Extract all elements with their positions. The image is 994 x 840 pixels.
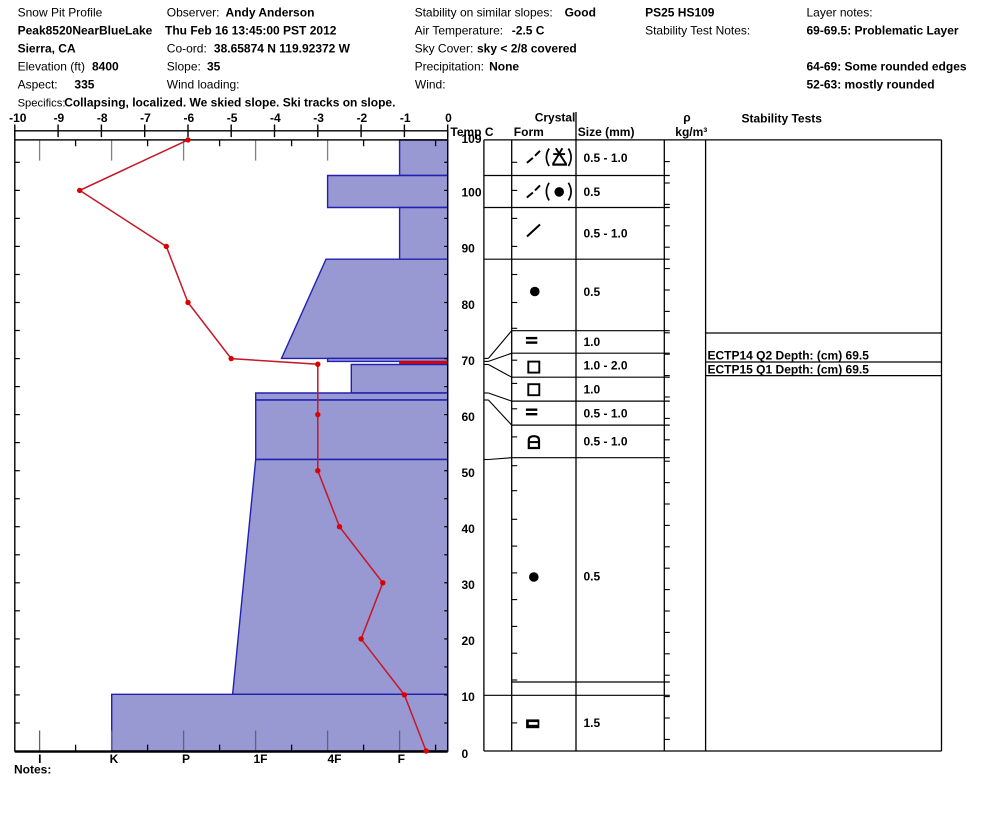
svg-text:Stability Test Notes:: Stability Test Notes: [645,24,750,38]
svg-text:0: 0 [445,111,452,125]
svg-text:90: 90 [462,242,476,256]
svg-text:-8: -8 [97,111,108,125]
svg-text:1.0: 1.0 [584,382,601,396]
svg-text:109: 109 [462,132,482,146]
svg-text:Wind loading:: Wind loading: [167,78,240,92]
svg-text:-2: -2 [357,111,368,125]
svg-text:70: 70 [462,354,476,368]
svg-text:1.5: 1.5 [584,716,601,730]
svg-text:40: 40 [462,522,476,536]
svg-text:0.5 - 1.0: 0.5 - 1.0 [584,406,628,420]
svg-text:-9: -9 [54,111,65,125]
svg-text:10: 10 [462,690,476,704]
svg-text:Aspect:335: Aspect: 335 [18,78,95,92]
svg-text:Stability on similar slopes:Go: Stability on similar slopes: Good [415,6,596,20]
svg-text:0: 0 [462,747,469,761]
svg-text:Size (mm): Size (mm) [578,125,635,139]
svg-text:PS25 HS109: PS25 HS109 [645,6,715,20]
svg-text:69-69.5: Problematic Layer: 69-69.5: Problematic Layer [807,24,959,38]
svg-text:Layer notes:: Layer notes: [807,6,873,20]
svg-text:Crystal: Crystal [535,111,576,125]
svg-text:0.5: 0.5 [584,569,601,583]
svg-text:I: I [38,752,41,766]
svg-text:Co-ord:38.65874 N 119.92372 W: Co-ord: 38.65874 N 119.92372 W [167,42,351,56]
svg-text:Peak8520NearBlueLake: Peak8520NearBlueLake [18,24,153,38]
svg-text:-5: -5 [227,111,238,125]
svg-text:1.0: 1.0 [584,335,601,349]
svg-text:-3: -3 [313,111,324,125]
svg-text:ρ: ρ [683,111,690,125]
svg-text:Observer:Andy Anderson: Observer: Andy Anderson [167,6,315,20]
svg-text:Thu Feb 16 13:45:00 PST 2012: Thu Feb 16 13:45:00 PST 2012 [165,24,337,38]
svg-text:-4: -4 [270,111,281,125]
svg-text:Precipitation:None: Precipitation: None [415,60,520,74]
svg-text:-7: -7 [140,111,151,125]
svg-text:100: 100 [462,186,482,200]
svg-text:52-63: mostly rounded: 52-63: mostly rounded [807,78,935,92]
svg-text:kg/m³: kg/m³ [675,125,707,139]
svg-text:Stability Tests: Stability Tests [741,112,822,126]
svg-text:Wind:: Wind: [415,78,446,92]
svg-text:Notes:: Notes: [14,763,51,777]
svg-text:K: K [110,752,119,766]
svg-text:ECTP14 Q2 Depth: (cm) 69.5: ECTP14 Q2 Depth: (cm) 69.5 [708,349,870,363]
svg-text:F: F [398,752,405,766]
svg-text:Temp C: Temp C [450,125,493,139]
svg-text:1.0 - 2.0: 1.0 - 2.0 [584,358,628,372]
svg-text:60: 60 [462,410,476,424]
svg-text:Elevation (ft)8400: Elevation (ft) 8400 [18,60,119,74]
svg-text:Form: Form [514,125,544,139]
svg-text:64-69: Some rounded edges: 64-69: Some rounded edges [807,60,967,74]
svg-text:0.5 - 1.0: 0.5 - 1.0 [584,227,628,241]
svg-text:0.5: 0.5 [584,185,601,199]
svg-text:1F: 1F [253,752,267,766]
svg-text:Sierra, CA: Sierra, CA [18,42,76,56]
svg-text:0.5: 0.5 [584,285,601,299]
svg-text:Sky Cover:sky < 2/8 covered: Sky Cover: sky < 2/8 covered [415,42,577,56]
svg-text:Slope:35: Slope: 35 [167,60,221,74]
svg-text:-6: -6 [183,111,194,125]
svg-text:4F: 4F [327,752,341,766]
svg-text:Specifics:Collapsing, localize: Specifics:Collapsing, localized. We skie… [18,95,396,109]
svg-text:0.5 - 1.0: 0.5 - 1.0 [584,151,628,165]
svg-text:P: P [182,752,190,766]
svg-text:30: 30 [462,578,476,592]
svg-text:50: 50 [462,466,476,480]
svg-text:80: 80 [462,298,476,312]
svg-text:ECTP15 Q1 Depth: (cm) 69.5: ECTP15 Q1 Depth: (cm) 69.5 [708,363,870,377]
svg-text:Snow Pit Profile: Snow Pit Profile [18,6,103,20]
svg-text:-10: -10 [9,111,27,125]
svg-text:0.5 - 1.0: 0.5 - 1.0 [584,435,628,449]
svg-text:-1: -1 [400,111,411,125]
svg-text:20: 20 [462,634,476,648]
svg-text:Air Temperature:-2.5 C: Air Temperature: -2.5 C [415,24,545,38]
